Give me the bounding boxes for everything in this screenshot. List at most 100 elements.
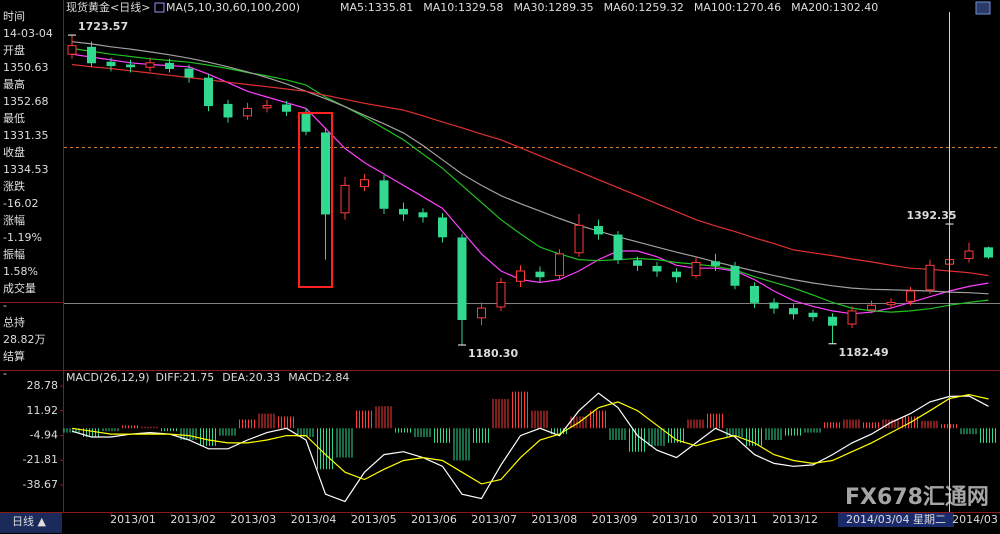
y-tick-label: -4.94 — [30, 428, 58, 441]
x-tick-label: 2013/01 — [110, 513, 156, 526]
x-tick-label: 2013/08 — [532, 513, 578, 526]
candle-body — [223, 103, 233, 118]
side-label: 最低 — [3, 112, 25, 125]
macd-line — [71, 392, 989, 503]
ma-line — [71, 47, 989, 313]
y-tick-label: -21.81 — [23, 453, 58, 466]
side-label: 涨幅 — [3, 214, 25, 227]
candle-body — [535, 271, 545, 278]
candle-body — [828, 316, 837, 326]
ma-value: MA100:1270.46 — [694, 1, 781, 14]
y-tick-label: -38.67 — [23, 478, 58, 491]
annotation: 1392.35 — [906, 209, 956, 222]
candle-body — [808, 312, 818, 318]
candle-body — [67, 45, 77, 55]
x-tick-label: 2013/12 — [772, 513, 818, 526]
candle-body — [184, 68, 194, 78]
candle-body — [399, 208, 408, 215]
macd-panel: 28.78 11.92 -4.94 -21.81 -38.67 MACD(26,12,9)… — [23, 371, 996, 503]
legend-item: DEA:20.33 — [222, 371, 280, 384]
candle-body — [789, 308, 798, 315]
candle-body — [555, 253, 564, 277]
x-tick-label: 2014/03 — [952, 513, 998, 526]
candle-body — [594, 226, 603, 235]
highlight-box — [298, 112, 333, 288]
macd-title: MACD(26,12,9) — [66, 371, 150, 384]
side-value: 1331.35 — [3, 129, 49, 142]
side-value: 14-03-04 — [3, 27, 53, 40]
side-label: 振幅 — [3, 247, 25, 261]
candle-body — [769, 302, 779, 309]
ma-line — [71, 63, 989, 277]
side-value: 1352.68 — [3, 95, 49, 108]
candle-body — [613, 234, 623, 261]
candle-body — [301, 111, 311, 132]
candle-body — [984, 247, 993, 258]
candle-body — [730, 265, 740, 286]
candle-body — [496, 281, 506, 308]
candle-body — [243, 107, 252, 117]
side-value: 1350.63 — [3, 61, 49, 74]
ma-icon — [154, 2, 165, 13]
ma-label: MA(5,10,30,60,100,200) — [166, 1, 300, 14]
legend-item: DIFF:21.75 — [156, 371, 215, 384]
period-tab[interactable]: 日线 ▲ — [12, 514, 46, 528]
ma-value: MA5:1335.81 — [340, 1, 413, 14]
candle-body — [106, 61, 116, 67]
candle-body — [925, 264, 935, 291]
candle-body — [87, 46, 96, 64]
watermark: FX678汇通网 — [845, 485, 989, 510]
annotation: 1723.57 — [78, 20, 128, 33]
side-label: 总持 — [3, 315, 25, 329]
cursor-label-bg — [838, 513, 954, 527]
side-value: - — [3, 299, 7, 312]
macd-line — [71, 393, 989, 485]
x-tick-label: 2013/02 — [170, 513, 216, 526]
candle-body — [418, 212, 428, 218]
ma-value: MA60:1259.32 — [604, 1, 684, 14]
ma-value: MA30:1289.35 — [513, 1, 593, 14]
candle-body — [516, 270, 525, 282]
x-tick-label: 2013/09 — [592, 513, 638, 526]
side-label: 收盘 — [3, 145, 25, 159]
candle-body — [750, 285, 759, 303]
legend-item: MACD:2.84 — [288, 371, 349, 384]
candle-body — [964, 250, 974, 259]
candle-body — [457, 237, 467, 321]
candle-body — [711, 261, 720, 266]
side-value: -16.02 — [3, 197, 38, 210]
candle-body — [886, 301, 896, 306]
ma-line — [71, 41, 989, 295]
x-tick-label: 2013/06 — [411, 513, 457, 526]
ma-value: MA200:1302.40 — [791, 1, 878, 14]
side-value: - — [3, 367, 7, 380]
sidebar: 时间 14-03-04 开盘 1350.63 最高 1352.68 最低 1331.35 收盘 1… — [3, 10, 53, 380]
x-tick-label: 2013/07 — [471, 513, 517, 526]
candle-body — [204, 77, 213, 107]
candle-body — [282, 104, 291, 112]
settings-icon[interactable] — [975, 1, 991, 15]
candle-body — [867, 304, 876, 311]
candle-body — [379, 180, 389, 209]
candle-body — [321, 132, 330, 215]
period-tab-bg[interactable] — [0, 513, 62, 533]
candle-body — [477, 307, 486, 319]
x-tick-label: 2013/04 — [291, 513, 337, 526]
candle-body — [438, 217, 447, 238]
candle-body — [652, 265, 662, 272]
x-tick-label: 2013/10 — [652, 513, 698, 526]
side-label: 涨跌 — [3, 179, 25, 193]
side-value: 1334.53 — [3, 163, 49, 176]
chart-title: 现货黄金<日线> — [66, 0, 150, 14]
candle-body — [165, 62, 174, 69]
y-tick-label: 11.92 — [27, 404, 59, 417]
x-tick-label: 2013/11 — [712, 513, 758, 526]
annotation: 1180.30 — [468, 347, 518, 360]
candle-body — [145, 62, 155, 68]
side-value: 1.58% — [3, 265, 38, 278]
candle-body — [360, 179, 369, 188]
time-axis: 2013/01 2013/02 2013/03 2013/04 2013/05 2013/… — [110, 12, 998, 527]
candle-body — [340, 184, 350, 214]
side-label: 最高 — [3, 77, 25, 91]
